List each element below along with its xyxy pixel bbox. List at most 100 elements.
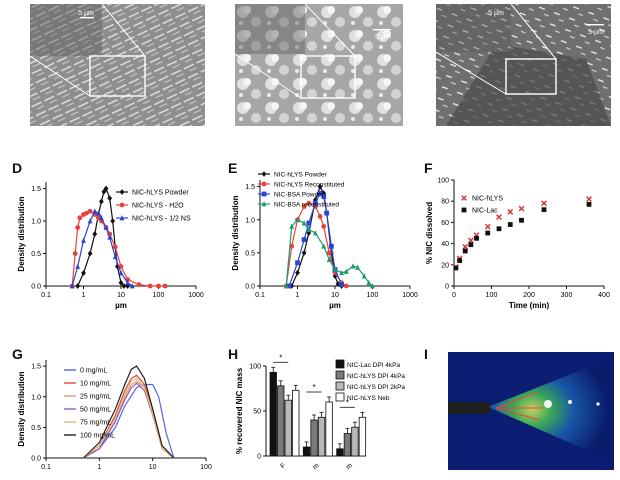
data-point bbox=[162, 283, 168, 289]
legend-label: NIC-hLYS Powder bbox=[274, 172, 327, 179]
data-point bbox=[321, 223, 327, 229]
data-point bbox=[339, 269, 345, 276]
data-point bbox=[87, 250, 93, 257]
data-point bbox=[69, 283, 75, 289]
data-point bbox=[101, 188, 107, 195]
data-point bbox=[112, 244, 118, 250]
x-tick-label: 0 bbox=[452, 292, 456, 299]
series-2 bbox=[453, 201, 592, 271]
data-point bbox=[306, 226, 312, 233]
series-3 bbox=[286, 190, 345, 289]
data-point bbox=[87, 218, 93, 224]
y-axis-label: % recovered NIC mass bbox=[235, 367, 244, 454]
x-tick-label: 1 bbox=[296, 292, 300, 299]
data-point bbox=[87, 208, 93, 214]
panel-label-i: I bbox=[424, 346, 428, 362]
y-tick-label: 100 bbox=[437, 178, 449, 185]
data-point bbox=[370, 283, 375, 289]
series-3 bbox=[69, 208, 135, 289]
legend-label: NIC-BSA reconstituted bbox=[274, 202, 339, 209]
data-point bbox=[75, 263, 81, 269]
x-tick-label: 1 bbox=[82, 292, 86, 299]
data-point bbox=[283, 283, 289, 289]
bar bbox=[302, 446, 311, 457]
significance-star: * bbox=[279, 353, 282, 362]
data-point bbox=[301, 204, 307, 209]
x-tick-label: m bbox=[345, 462, 354, 471]
x-tick-label: 100 bbox=[153, 292, 165, 299]
data-point bbox=[118, 264, 124, 269]
data-point bbox=[317, 190, 323, 196]
y-tick-label: 1.5 bbox=[31, 186, 41, 193]
panel-label-g: G bbox=[12, 346, 23, 362]
sem-3-inset-scale: 5 µm bbox=[488, 10, 504, 17]
legend-swatch bbox=[335, 370, 345, 380]
y-tick-label: 1.5 bbox=[31, 364, 41, 371]
sem-image-1: 5 µm bbox=[30, 4, 205, 126]
legend-label: 25 mg/mL bbox=[80, 394, 111, 401]
data-point bbox=[301, 237, 307, 243]
sem-image-2: 5 µm bbox=[235, 4, 403, 126]
legend-label: NIC-hLYS Powder bbox=[132, 190, 189, 197]
data-point bbox=[306, 200, 312, 206]
x-tick-label: 1 bbox=[97, 464, 101, 471]
data-point bbox=[485, 230, 491, 236]
data-point bbox=[92, 231, 98, 237]
panel-label-d: D bbox=[12, 160, 23, 176]
data-point bbox=[474, 235, 479, 241]
legend-marker bbox=[261, 191, 267, 197]
data-point bbox=[339, 282, 345, 288]
x-tick-label: 10 bbox=[117, 292, 125, 299]
data-point bbox=[129, 283, 135, 289]
data-point bbox=[96, 210, 101, 216]
y-tick-label: 0.5 bbox=[31, 251, 41, 258]
sem-3-scale: 5 µm bbox=[588, 29, 604, 36]
series-line bbox=[82, 365, 175, 459]
legend-label: NIC-hLYS DPI 4kPa bbox=[347, 373, 405, 380]
legend-swatch bbox=[335, 392, 345, 402]
data-point bbox=[98, 214, 104, 221]
data-point bbox=[355, 264, 360, 270]
bar bbox=[343, 433, 352, 457]
data-point bbox=[326, 250, 332, 256]
y-tick-label: 100 bbox=[249, 364, 261, 371]
bar bbox=[269, 371, 277, 457]
data-point bbox=[462, 248, 468, 254]
legend-label: NIC-BSA Powder bbox=[274, 192, 325, 199]
bar bbox=[284, 399, 292, 457]
data-point bbox=[147, 283, 153, 289]
data-point bbox=[110, 218, 116, 224]
data-point bbox=[366, 279, 372, 286]
data-point bbox=[312, 200, 318, 206]
x-tick-label: 100 bbox=[367, 292, 379, 299]
bar bbox=[317, 416, 326, 457]
bar bbox=[292, 389, 300, 457]
data-point bbox=[286, 283, 292, 289]
legend-label: NIC-hLYS - 1/2 NS bbox=[132, 216, 191, 223]
chart-density-g: 0.1 1 10 100 0.0 0.5 1.0 1.5 Density distributio… bbox=[17, 360, 212, 471]
data-point bbox=[301, 220, 307, 226]
x-tick-label: 0.1 bbox=[41, 464, 51, 471]
series-4 bbox=[283, 216, 375, 289]
chart-density-d: 0.1 1 10 100 1000 0.0 0.5 1.0 1.5 µm Density distr… bbox=[17, 182, 204, 310]
data-point bbox=[496, 226, 502, 232]
legend-label: NIC-hLYS - H2O bbox=[132, 203, 184, 210]
data-point bbox=[72, 251, 78, 256]
panel-label-e: E bbox=[228, 160, 238, 176]
y-tick-label: 0 bbox=[257, 454, 261, 461]
data-point bbox=[295, 269, 300, 276]
data-point bbox=[75, 283, 81, 289]
panel-label-h: H bbox=[228, 346, 239, 362]
legend-label: NIC-hLYS bbox=[472, 196, 503, 203]
legend-swatch bbox=[335, 359, 345, 369]
x-tick-label: 100 bbox=[200, 464, 212, 471]
bar bbox=[358, 416, 367, 457]
data-point bbox=[312, 230, 318, 236]
data-point bbox=[92, 208, 98, 214]
legend-marker bbox=[461, 207, 467, 213]
data-point bbox=[81, 270, 86, 276]
legend-label: 100 mg/mL bbox=[80, 433, 115, 440]
legend-label: NIC-Lac DPI 4kPa bbox=[347, 362, 400, 369]
data-point bbox=[361, 273, 367, 279]
data-point bbox=[518, 205, 525, 212]
